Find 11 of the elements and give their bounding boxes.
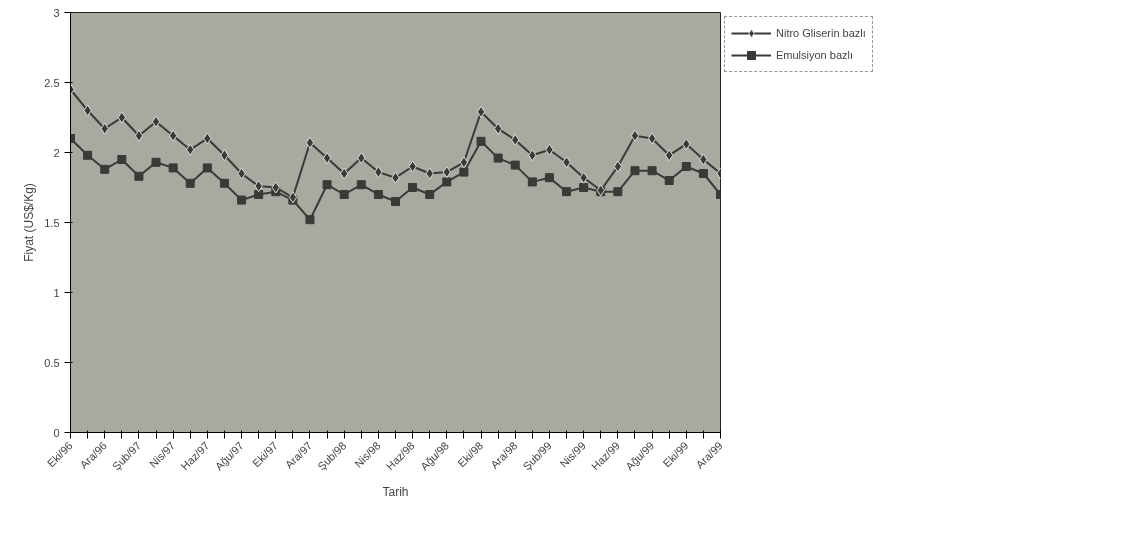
y-tick-label: 0 [53, 426, 60, 439]
y-tick-label: 2 [53, 146, 60, 159]
y-tick-label: 3 [53, 6, 60, 19]
x-axis-title: Tarih [382, 484, 409, 499]
y-tick-label: 1.5 [44, 216, 60, 229]
legend-label: Emulsiyon bazlı [776, 49, 854, 61]
y-axis-title: Fiyat (US$/Kg) [22, 183, 37, 262]
y-tick-label: 1 [53, 286, 60, 299]
legend-label: Nitro Gliserin bazlı [776, 27, 866, 39]
y-tick-label: 0.5 [44, 356, 60, 369]
y-tick-label: 2.5 [44, 76, 60, 89]
